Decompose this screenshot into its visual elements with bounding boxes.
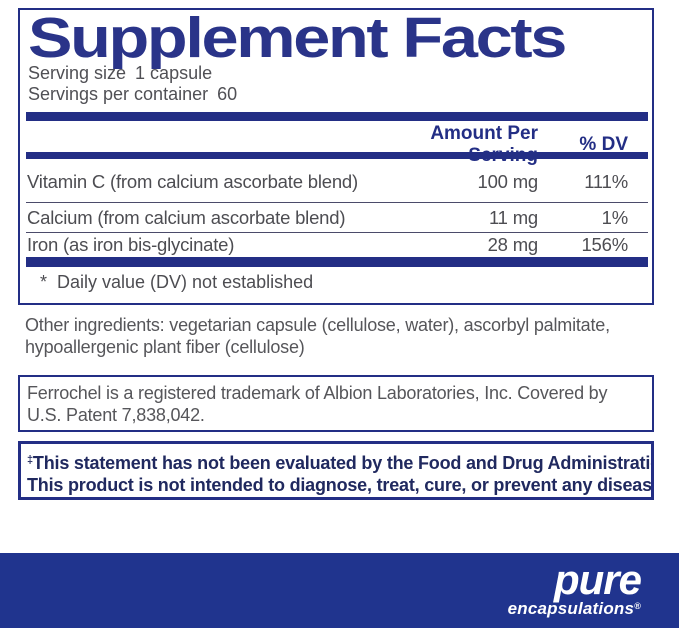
- nutrient-amount: 28 mg: [487, 234, 539, 255]
- trademark-notice-box: Ferrochel is a registered trademark of A…: [18, 375, 654, 432]
- brand-band: pure encapsulations®: [0, 553, 679, 628]
- footnote-asterisk: *: [40, 272, 48, 292]
- supplement-facts-panel: Supplement Facts Serving size 1 capsule S…: [18, 8, 654, 305]
- divider-bar-thick-bottom: [26, 257, 648, 267]
- servings-per-container-label: Servings per container: [28, 84, 209, 104]
- divider-bar-under-header: [26, 152, 648, 159]
- brand-name: pure: [553, 556, 642, 603]
- servings-per-container-line: Servings per container 60: [28, 84, 237, 105]
- servings-per-container-value: 60: [217, 84, 238, 104]
- header-percent-dv: % DV: [579, 134, 628, 155]
- trademark-notice-text: Ferrochel is a registered trademark of A…: [27, 383, 608, 425]
- double-dagger-mark: ‡: [27, 454, 33, 466]
- table-row: Calcium (from calcium ascorbate blend) 1…: [27, 202, 628, 233]
- registered-trademark-icon: ®: [634, 601, 641, 611]
- fda-disclaimer-line1: ‡This statement has not been evaluated b…: [27, 449, 651, 474]
- table-row: Iron (as iron bis-glycinate) 28 mg 156%: [27, 233, 628, 257]
- nutrient-dv: 1%: [601, 206, 629, 228]
- brand-subname-text: encapsulations: [507, 599, 635, 618]
- panel-title: Supplement Facts: [28, 6, 567, 70]
- fda-disclaimer-line2: This product is not intended to diagnose…: [27, 475, 651, 495]
- row-separator: [26, 232, 648, 233]
- table-row: Vitamin C (from calcium ascorbate blend)…: [27, 161, 628, 202]
- serving-size-line: Serving size 1 capsule: [28, 63, 237, 84]
- divider-bar-thick-top: [26, 112, 648, 121]
- nutrient-amount: 11 mg: [488, 206, 538, 228]
- fda-line1-text: This statement has not been evaluated by…: [32, 453, 651, 473]
- table-header-row: Amount Per Serving % DV: [27, 123, 628, 166]
- footnote-text: Daily value (DV) not established: [57, 272, 314, 292]
- nutrient-dv: 156%: [581, 234, 628, 255]
- daily-value-footnote: * Daily value (DV) not established: [40, 272, 313, 293]
- nutrient-name: Calcium (from calcium ascorbate blend): [27, 206, 346, 228]
- serving-size-label: Serving size: [28, 63, 127, 83]
- other-ingredients-text: Other ingredients: vegetarian capsule (c…: [25, 315, 610, 357]
- fda-disclaimer-box: ‡This statement has not been evaluated b…: [18, 441, 654, 500]
- pure-encapsulations-logo: pure encapsulations®: [508, 556, 642, 618]
- serving-size-value: 1 capsule: [135, 63, 213, 83]
- nutrient-dv: 111%: [584, 170, 628, 192]
- row-separator: [26, 202, 648, 203]
- serving-info: Serving size 1 capsule Servings per conta…: [28, 63, 237, 105]
- brand-subname: encapsulations®: [508, 598, 641, 617]
- nutrient-name: Vitamin C (from calcium ascorbate blend): [27, 170, 358, 192]
- nutrient-amount: 100 mg: [477, 170, 538, 192]
- nutrient-name: Iron (as iron bis-glycinate): [27, 234, 235, 255]
